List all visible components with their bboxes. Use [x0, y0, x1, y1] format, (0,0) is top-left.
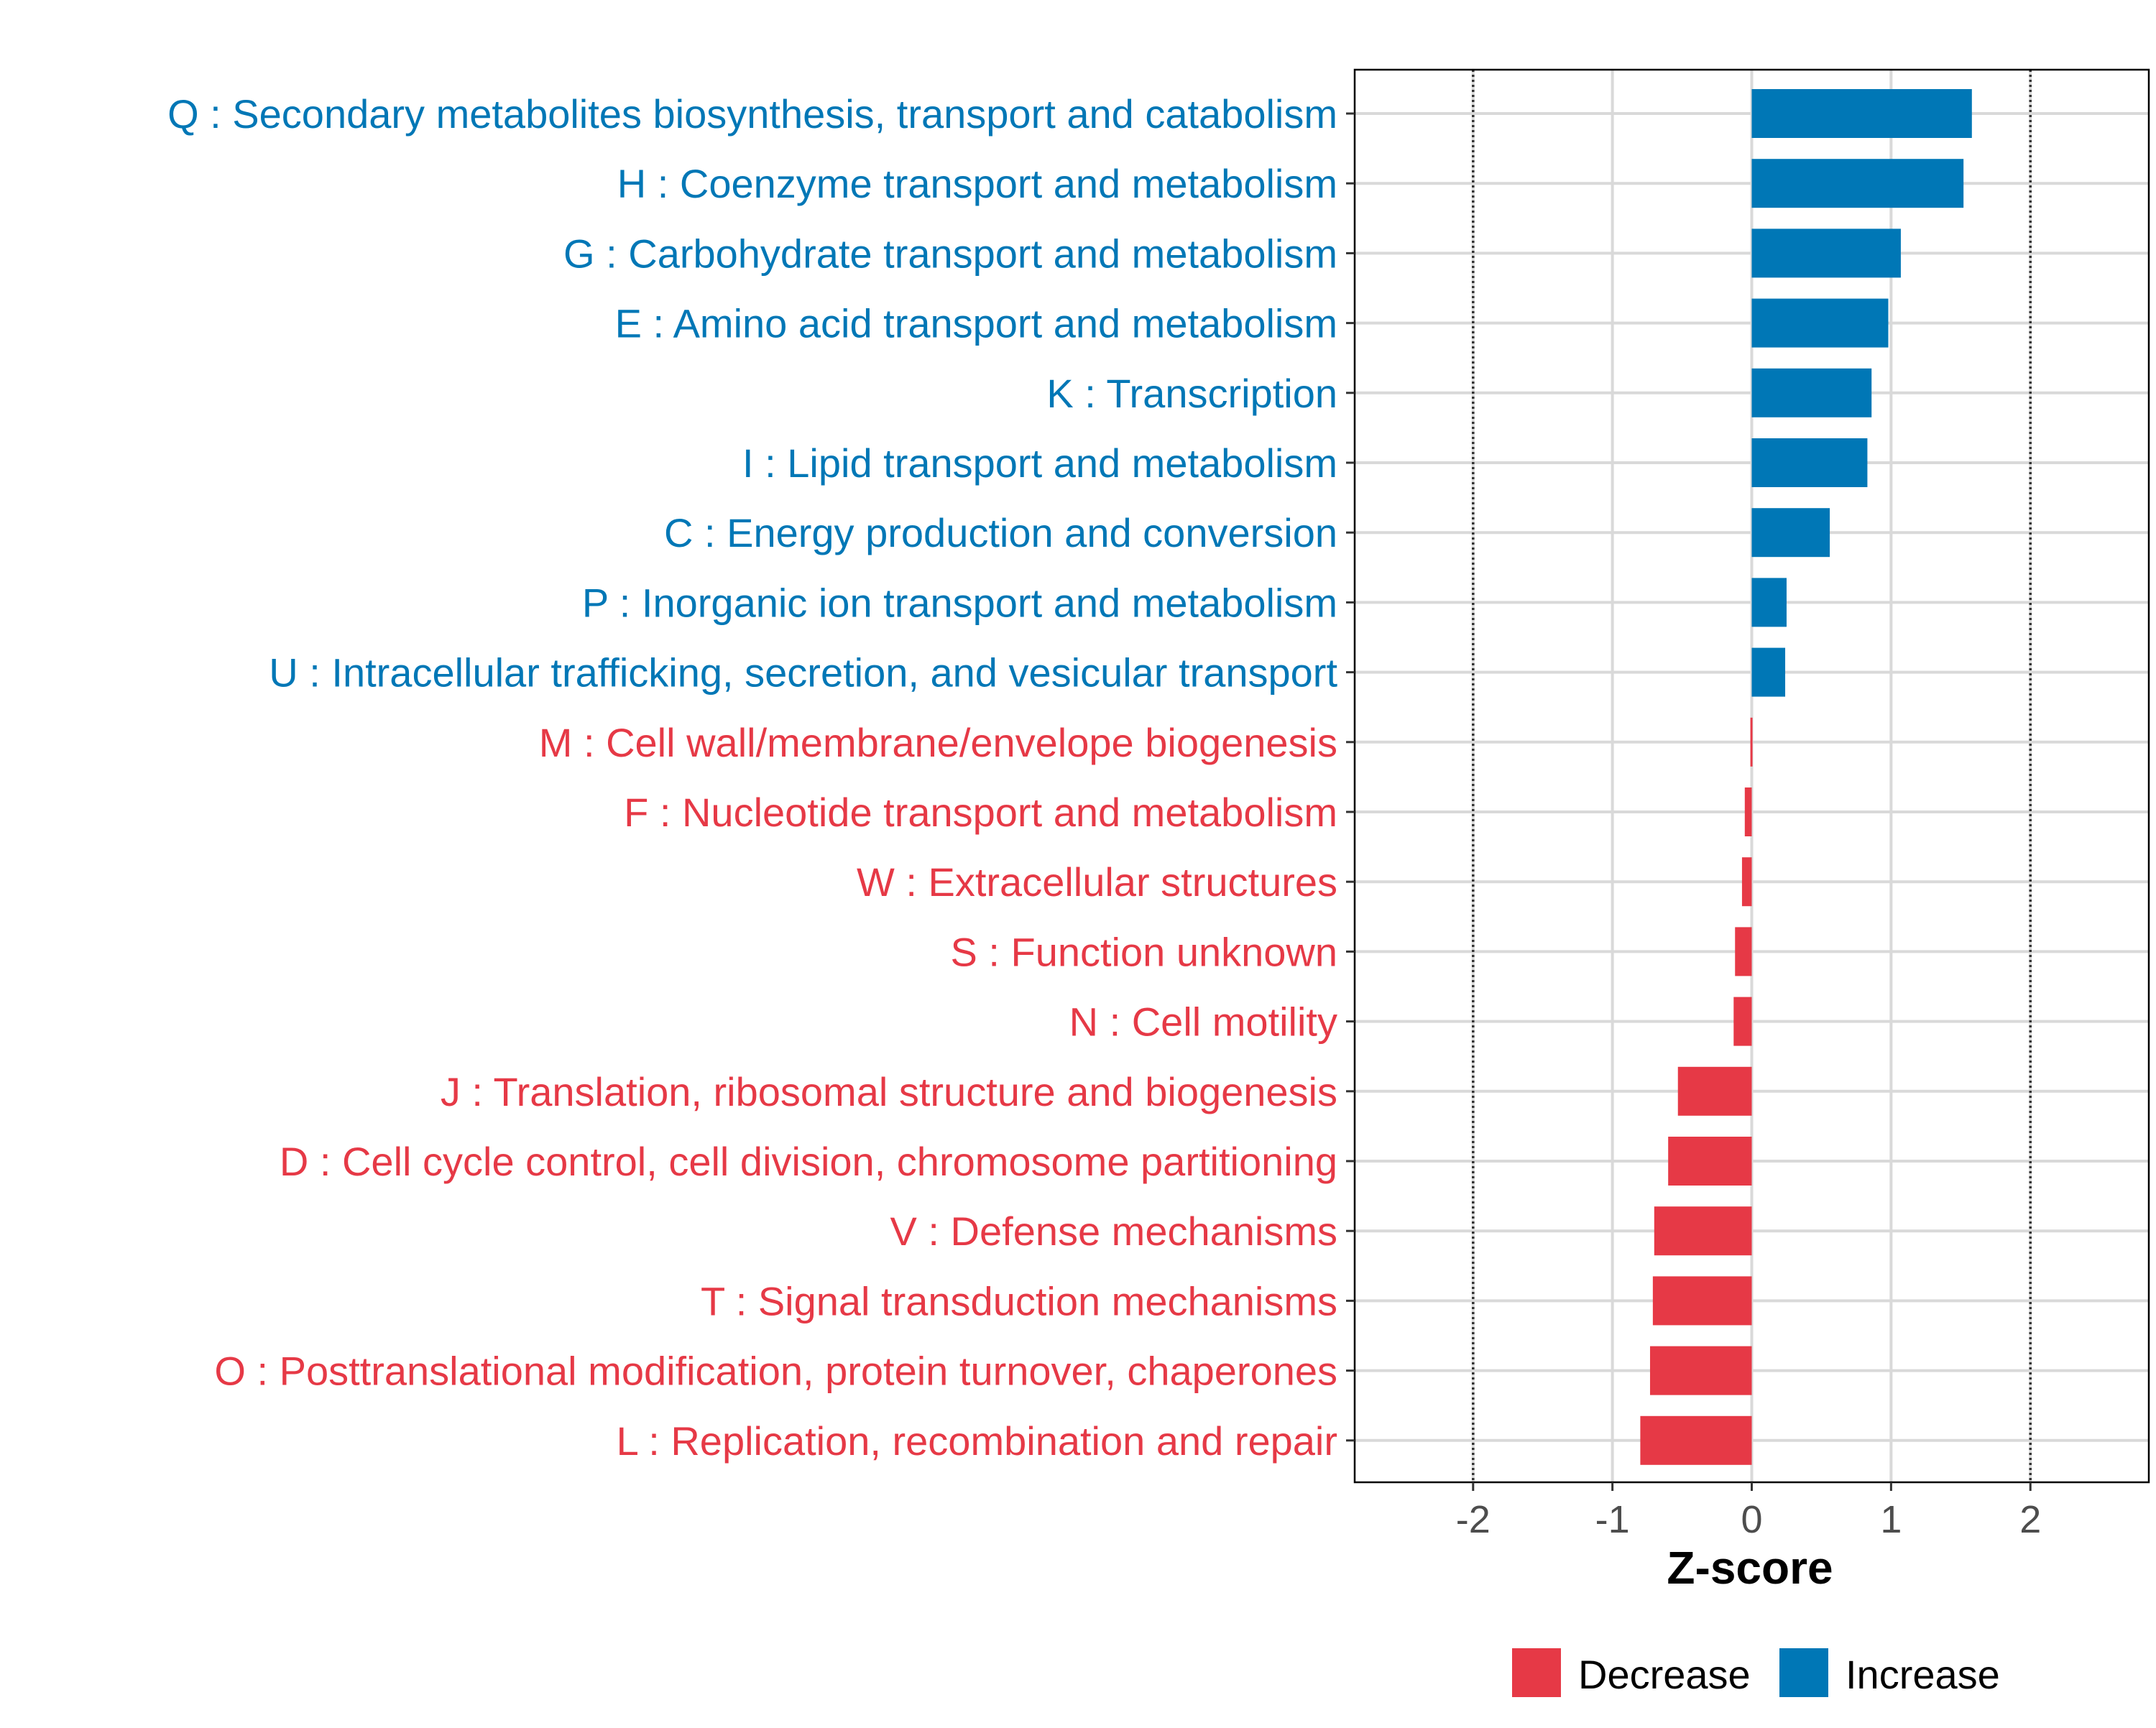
y-tick-label: V : Defense mechanisms: [890, 1209, 1337, 1254]
bar-increase: [1751, 647, 1786, 697]
y-tick-label: K : Transcription: [1046, 371, 1337, 416]
y-tick-label: Q : Secondary metabolites biosynthesis, …: [167, 91, 1337, 137]
bar-decrease: [1668, 1137, 1752, 1186]
bar-increase: [1751, 89, 1972, 138]
y-tick-label: L : Replication, recombination and repai…: [617, 1418, 1337, 1464]
y-tick-label: I : Lipid transport and metabolism: [742, 440, 1337, 486]
bar-decrease: [1750, 717, 1753, 767]
bar-decrease: [1677, 1066, 1752, 1116]
y-tick-label: W : Extracellular structures: [857, 859, 1337, 905]
y-axis-labels: Q : Secondary metabolites biosynthesis, …: [167, 91, 1337, 1464]
x-tick-label: 2: [2019, 1498, 2041, 1541]
bar-decrease: [1649, 1346, 1752, 1395]
x-axis-title: Z-score: [1667, 1542, 1833, 1594]
bar-increase: [1751, 438, 1868, 487]
legend-label-decrease: Decrease: [1578, 1652, 1751, 1697]
bar-decrease: [1744, 787, 1752, 836]
y-tick-label: S : Function unknown: [950, 929, 1337, 974]
bar-increase: [1751, 228, 1901, 278]
y-tick-label: U : Intracellular trafficking, secretion…: [269, 650, 1337, 696]
y-tick-label: J : Translation, ribosomal structure and…: [441, 1069, 1337, 1114]
bars: [1640, 89, 1972, 1465]
legend-swatch-decrease: [1512, 1648, 1561, 1697]
x-tick-label: -1: [1595, 1498, 1630, 1541]
x-tick-label: 0: [1741, 1498, 1762, 1541]
legend: Decrease Increase: [1512, 1648, 2000, 1697]
y-tick-label: F : Nucleotide transport and metabolism: [624, 790, 1337, 835]
legend-label-increase: Increase: [1846, 1652, 2000, 1697]
legend-swatch-increase: [1779, 1648, 1828, 1697]
y-tick-label: D : Cell cycle control, cell division, c…: [280, 1139, 1337, 1184]
y-tick-label: T : Signal transduction mechanisms: [701, 1278, 1337, 1323]
y-tick-label: G : Carbohydrate transport and metabolis…: [563, 231, 1337, 276]
y-tick-label: C : Energy production and conversion: [664, 510, 1337, 555]
bar-decrease: [1640, 1415, 1752, 1465]
x-tick-label: -2: [1456, 1498, 1491, 1541]
bar-increase: [1751, 159, 1964, 208]
y-axis-ticks: [1346, 112, 1355, 1442]
bar-decrease: [1652, 1276, 1752, 1326]
bar-decrease: [1654, 1206, 1752, 1256]
reference-lines: [1472, 70, 2032, 1482]
y-tick-label: O : Posttranslational modification, prot…: [214, 1349, 1337, 1394]
y-tick-label: P : Inorganic ion transport and metaboli…: [582, 580, 1337, 625]
bar-increase: [1751, 368, 1872, 417]
y-tick-label: E : Amino acid transport and metabolism: [615, 301, 1337, 346]
bar-decrease: [1741, 857, 1752, 907]
bar-increase: [1751, 298, 1889, 348]
bar-increase: [1751, 578, 1787, 627]
bar-decrease: [1733, 997, 1752, 1046]
bar-decrease: [1735, 927, 1752, 976]
x-axis-ticks: -2 -1 0 1 2: [1456, 1482, 2041, 1541]
x-tick-label: 1: [1880, 1498, 1902, 1541]
bar-increase: [1751, 508, 1830, 558]
y-tick-label: H : Coenzyme transport and metabolism: [617, 161, 1337, 206]
y-tick-label: M : Cell wall/membrane/envelope biogenes…: [539, 720, 1337, 765]
y-tick-label: N : Cell motility: [1069, 999, 1337, 1045]
